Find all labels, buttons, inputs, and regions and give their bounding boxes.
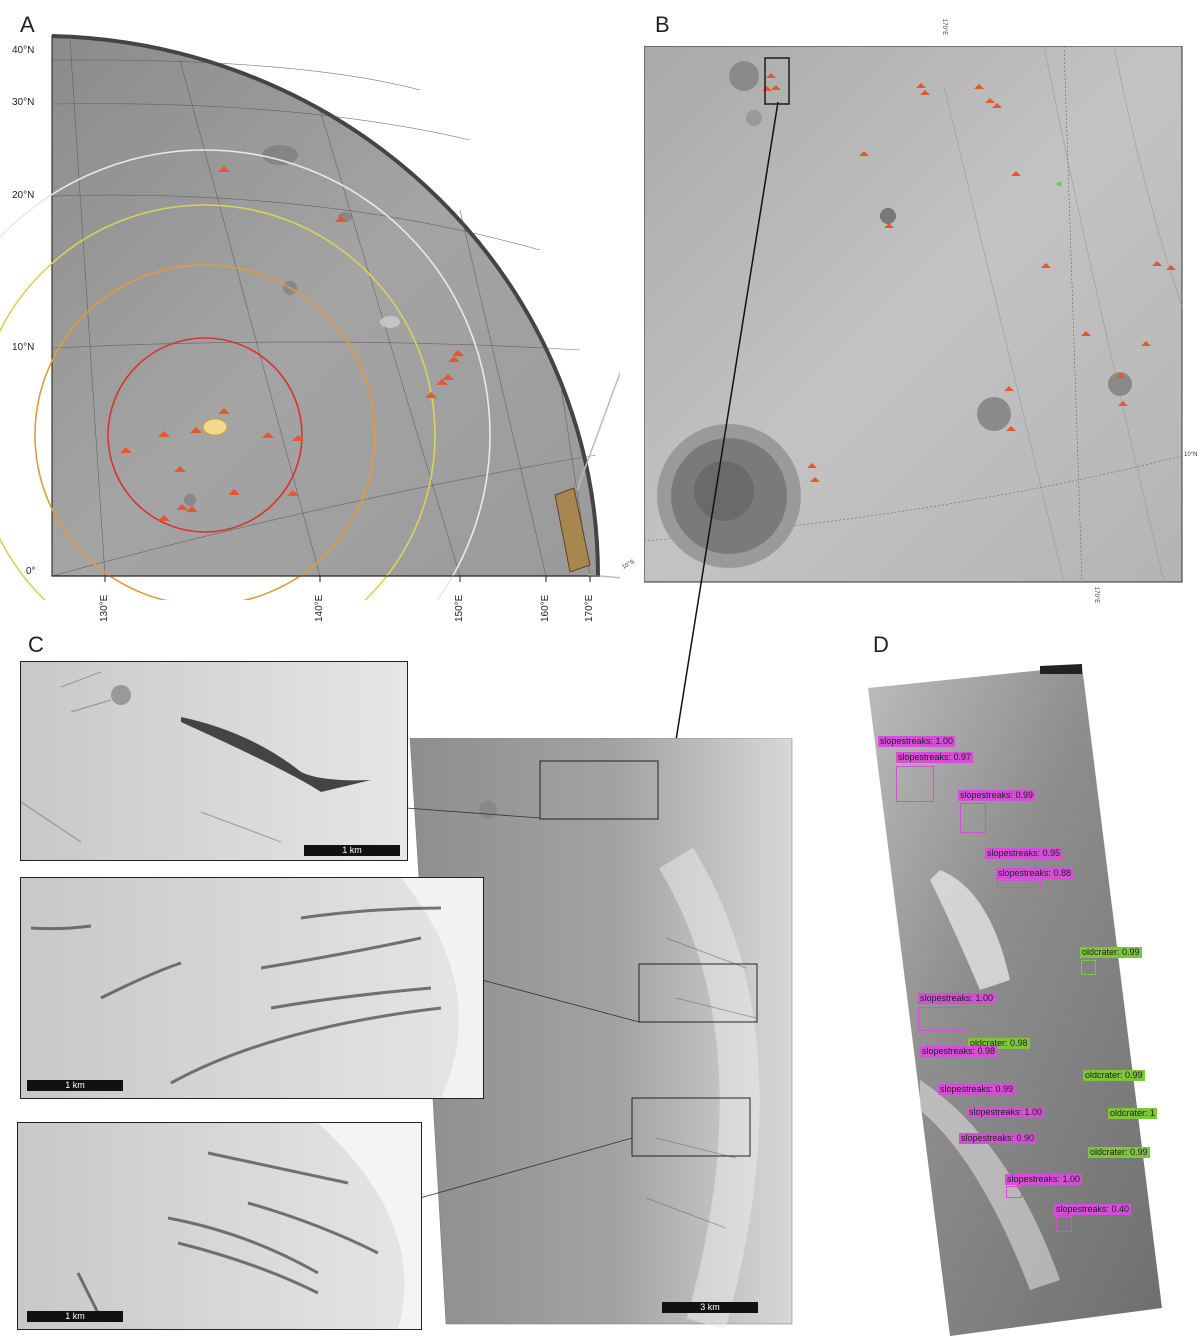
panel-b-letter: B bbox=[655, 12, 670, 37]
lat-label-10: 10°N bbox=[12, 342, 35, 353]
lat-label-40: 40°N bbox=[12, 45, 35, 56]
detection-label: slopestreaks: 1.00 bbox=[967, 1107, 1045, 1118]
inset-2-image bbox=[21, 878, 483, 1098]
panel-c-letter: C bbox=[28, 632, 44, 657]
scale-bar-main: 3 km bbox=[662, 1302, 758, 1313]
detection-box bbox=[1056, 1216, 1072, 1232]
detection-label: slopestreaks: 0.99 bbox=[958, 790, 1036, 801]
panel-a-map bbox=[0, 34, 620, 600]
panel-b-map bbox=[644, 46, 1183, 583]
scale-bar-inset-1: 1 km bbox=[304, 845, 400, 856]
detection-box bbox=[960, 803, 986, 833]
detection-label: slopestreaks: 0.40 bbox=[1054, 1204, 1132, 1215]
detection-label: oldcrater: 0.99 bbox=[1080, 947, 1142, 958]
panel-c-main-image bbox=[409, 738, 793, 1328]
detection-label: slopestreaks: 1.00 bbox=[1005, 1174, 1083, 1185]
detection-label: oldcrater: 0.99 bbox=[1083, 1070, 1145, 1081]
detection-label: oldcrater: 1 bbox=[1108, 1108, 1158, 1119]
panel-a-letter: A bbox=[20, 12, 35, 37]
panel-d-image bbox=[868, 664, 1162, 1336]
panel-d-letter: D bbox=[873, 632, 889, 657]
detection-box bbox=[1006, 1186, 1022, 1198]
detection-label: slopestreaks: 1.00 bbox=[918, 993, 996, 1004]
detection-label: slopestreaks: 0.88 bbox=[996, 868, 1074, 879]
detection-label: slopestreaks: 0.99 bbox=[938, 1084, 1016, 1095]
inset-3: 1 km bbox=[17, 1122, 422, 1330]
lat-label-0: 0° bbox=[26, 566, 36, 577]
scale-bar-inset-2: 1 km bbox=[27, 1080, 123, 1091]
detection-label: oldcrater: 0.98 bbox=[968, 1038, 1030, 1049]
panel-b-grid-right: 10°N bbox=[1184, 452, 1198, 458]
lat-label-30: 30°N bbox=[12, 97, 35, 108]
inset-2: 1 km bbox=[20, 877, 484, 1099]
detection-label: oldcrater: 0.99 bbox=[1088, 1147, 1150, 1158]
detection-box bbox=[997, 880, 1041, 888]
detection-label: slopestreaks: 0.98 bbox=[920, 1046, 998, 1057]
inset-1: 1 km bbox=[20, 661, 408, 861]
detection-label: slopestreaks: 0.90 bbox=[959, 1133, 1037, 1144]
lat-label-20: 20°N bbox=[12, 190, 35, 201]
detection-box bbox=[1081, 960, 1096, 975]
inset-1-image bbox=[21, 662, 407, 860]
scale-bar-inset-3: 1 km bbox=[27, 1311, 123, 1322]
detection-box bbox=[896, 766, 934, 802]
detection-label: slopestreaks: 0.95 bbox=[985, 848, 1063, 859]
detection-label: slopestreaks: 1.00 bbox=[878, 736, 956, 747]
detection-box bbox=[918, 1007, 970, 1031]
inset-3-image bbox=[18, 1123, 421, 1329]
detection-label: slopestreaks: 0.97 bbox=[896, 752, 974, 763]
